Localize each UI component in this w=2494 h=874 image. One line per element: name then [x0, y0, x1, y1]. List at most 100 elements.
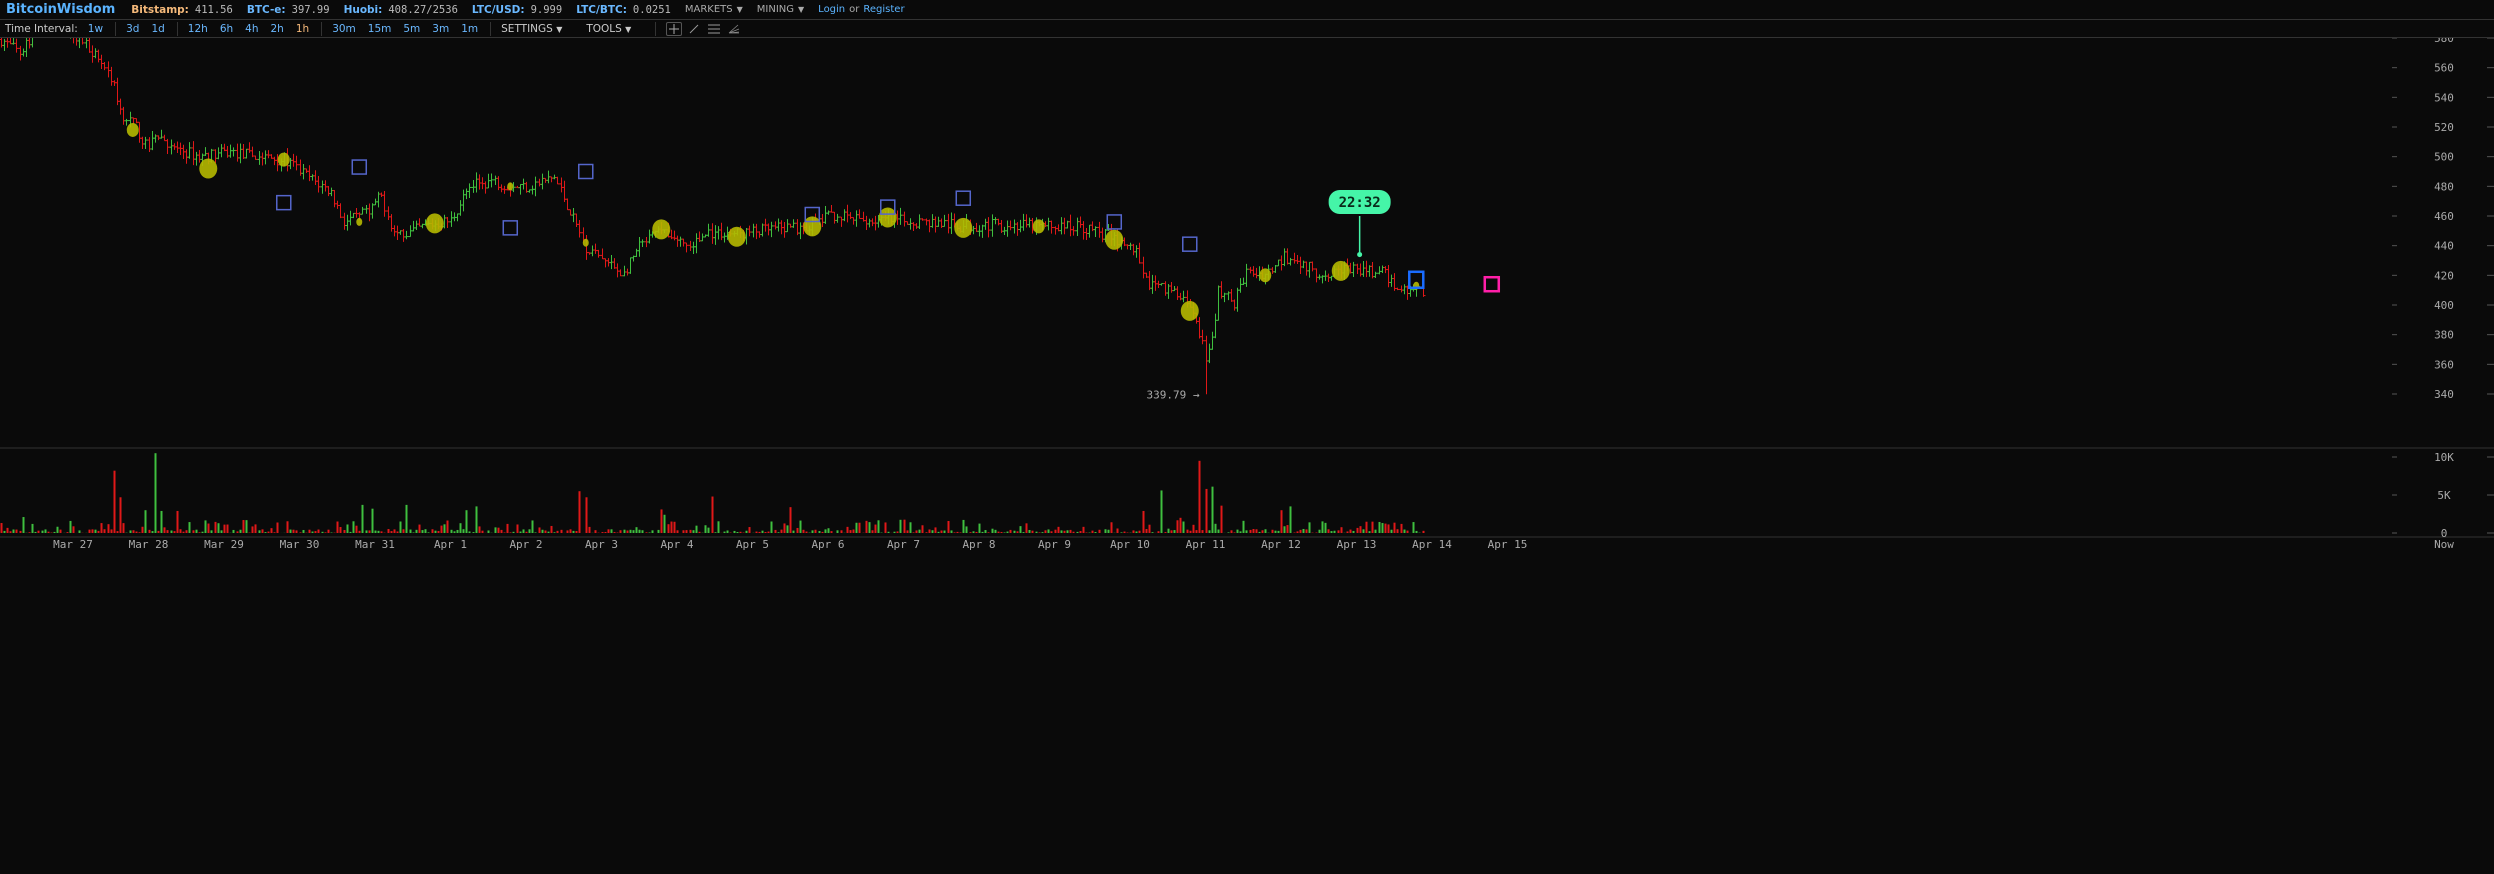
login-link[interactable]: Login	[818, 4, 846, 15]
ticker-value: 408.27/2536	[388, 3, 458, 16]
ticker-label: BTC-e:	[246, 3, 286, 16]
interval-30m[interactable]: 30m	[332, 22, 356, 35]
ohlc-bar	[332, 190, 337, 208]
ohlc-bar	[927, 219, 932, 233]
interval-1h[interactable]: 1h	[295, 22, 310, 35]
volume-bar	[796, 527, 799, 533]
volume-bar	[78, 530, 81, 533]
volume-bar	[103, 529, 106, 533]
interval-3d[interactable]: 3d	[126, 22, 140, 35]
volume-bar	[292, 529, 295, 533]
ohlc-bar	[367, 203, 372, 222]
ohlc-bar	[342, 212, 347, 230]
ohlc-bar	[990, 214, 995, 237]
ohlc-bar	[672, 230, 677, 241]
ticker-ltcusd[interactable]: LTC/USD: 9.999	[472, 4, 562, 16]
volume-bar	[940, 530, 943, 533]
ohlc-bar	[1304, 261, 1309, 276]
settings-menu[interactable]: SETTINGS ▼	[501, 23, 562, 35]
volume-bar	[1063, 530, 1066, 533]
volume-bar	[981, 531, 984, 533]
volume-bar	[575, 531, 578, 533]
interval-1m[interactable]: 1m	[461, 22, 479, 35]
interval-list: 1w 3d 1d 12h 6h 4h 2h 1h 30m 15m 5m 3m 1m	[87, 21, 501, 36]
ohlc-bar	[823, 206, 828, 224]
volume-bar	[912, 532, 915, 533]
volume-bar	[393, 529, 396, 533]
volume-bar	[116, 531, 119, 533]
ohlc-bar	[1150, 274, 1155, 294]
price-chart[interactable]: 340 360 380 400 420 440 460 480 500 520 540 560 580 0…	[0, 38, 2494, 874]
interval-3m[interactable]: 3m	[432, 22, 450, 35]
logo[interactable]: BitcoinWisdom	[6, 2, 116, 17]
volume-bar	[361, 504, 364, 533]
volume-bar	[1041, 532, 1044, 533]
horizontal-lines-icon[interactable]	[706, 22, 722, 36]
ticker-huobi[interactable]: Huobi: 408.27/2536	[344, 4, 458, 16]
ohlc-bar	[1207, 343, 1212, 364]
interval-6h[interactable]: 6h	[219, 22, 234, 35]
volume-bar	[239, 529, 242, 533]
volume-bar	[1057, 526, 1060, 533]
ohlc-bar	[1200, 329, 1205, 345]
markets-menu[interactable]: MARKETS ▼	[685, 4, 743, 15]
ohlc-bar	[449, 211, 454, 227]
ticker-bitstamp[interactable]: Bitstamp: 411.56	[131, 4, 233, 16]
ohlc-bar	[1367, 265, 1372, 277]
interval-2h[interactable]: 2h	[270, 22, 284, 35]
trade-marker-circle	[1105, 229, 1124, 250]
volume-bar	[1277, 530, 1280, 533]
ohlc-bar	[596, 249, 601, 258]
volume-bar	[1025, 523, 1028, 533]
fan-tool-icon[interactable]	[726, 22, 742, 36]
trade-marker-circle	[878, 207, 897, 228]
trade-marker-circle	[1259, 268, 1272, 283]
volume-bar	[497, 527, 500, 533]
volume-bar	[1201, 530, 1204, 533]
register-link[interactable]: Register	[863, 4, 905, 15]
volume-bar	[528, 529, 531, 533]
price-tick-label: 560	[2434, 62, 2454, 75]
volume-bar	[1047, 529, 1050, 533]
tools-label: TOOLS	[586, 22, 622, 35]
ticker-ltcbtc[interactable]: LTC/BTC: 0.0251	[576, 4, 671, 16]
highlight-marker-square	[1408, 270, 1425, 290]
volume-bar	[928, 529, 931, 533]
interval-5m[interactable]: 5m	[403, 22, 421, 35]
interval-1w[interactable]: 1w	[87, 22, 104, 35]
interval-1d[interactable]: 1d	[151, 22, 165, 35]
date-tick-label: Mar 31	[355, 538, 395, 551]
volume-bar	[409, 529, 412, 533]
trade-marker-circle	[277, 152, 290, 167]
volume-bar	[641, 530, 644, 533]
volume-bar	[1066, 530, 1069, 533]
volume-bar	[258, 530, 261, 533]
mining-menu[interactable]: MINING ▼	[757, 4, 804, 15]
ohlc-bar	[1053, 226, 1058, 235]
tools-menu[interactable]: TOOLS ▼	[586, 23, 631, 35]
ticker-btce[interactable]: BTC-e: 397.99	[247, 4, 330, 16]
interval-4h[interactable]: 4h	[245, 22, 259, 35]
volume-bar	[0, 523, 3, 533]
line-tool-icon[interactable]	[686, 22, 702, 36]
volume-bar	[192, 530, 195, 533]
volume-bar	[1274, 530, 1277, 533]
volume-bar	[610, 529, 613, 533]
volume-bar	[431, 529, 434, 533]
interval-12h[interactable]: 12h	[187, 22, 208, 35]
volume-bar	[1082, 526, 1085, 533]
interval-15m[interactable]: 15m	[367, 22, 392, 35]
volume-bar	[1019, 526, 1022, 533]
price-tick-label: 360	[2434, 358, 2454, 371]
volume-bar	[1406, 530, 1409, 533]
volume-bar	[1176, 520, 1179, 533]
volume-bar	[251, 526, 254, 533]
ticker-label: LTC/USD:	[471, 3, 525, 16]
ohlc-bar	[1238, 278, 1243, 293]
ohlc-bar	[165, 138, 170, 155]
volume-bar	[1173, 530, 1176, 533]
volume-bar	[1378, 521, 1381, 533]
ticker-value: 9.999	[530, 3, 563, 16]
volume-bar	[107, 524, 110, 533]
crosshair-icon[interactable]	[666, 21, 683, 36]
